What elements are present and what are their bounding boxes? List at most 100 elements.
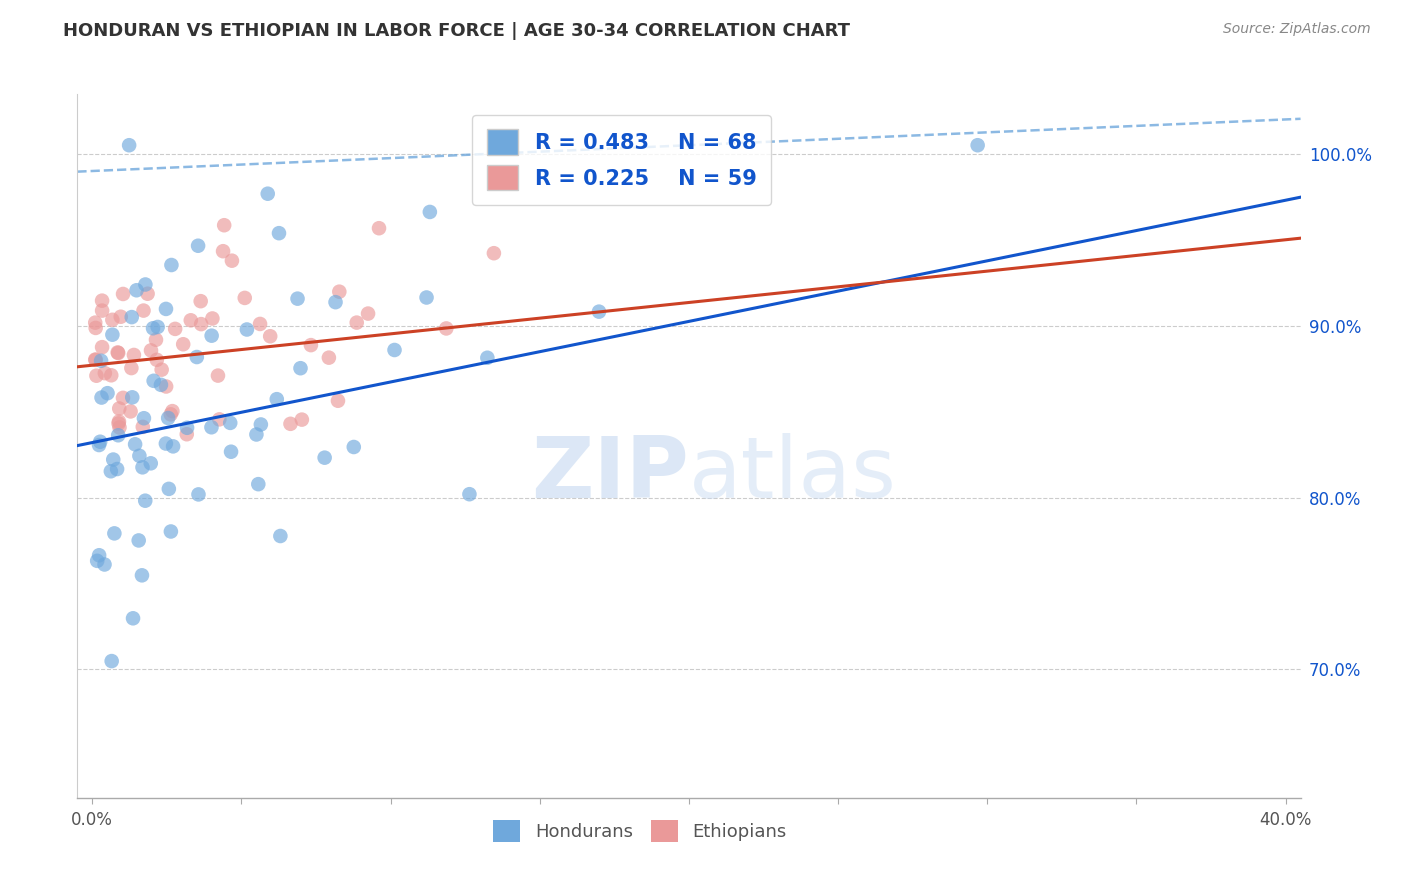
Point [146,352,169,367]
Point [201,311,224,326]
Point [108,415,131,429]
Point [588,304,610,318]
Point [236,322,259,336]
Point [132,411,155,425]
Point [157,411,180,425]
Point [84,316,107,330]
Point [201,328,224,343]
Point [200,420,222,434]
Point [249,317,271,331]
Point [96,386,118,401]
Point [287,292,309,306]
Point [90,391,112,405]
Point [107,428,129,442]
Point [125,283,148,297]
Point [89,548,111,562]
Point [269,529,291,543]
Point [368,221,391,235]
Text: HONDURAN VS ETHIOPIAN IN LABOR FORCE | AGE 30-34 CORRELATION CHART: HONDURAN VS ETHIOPIAN IN LABOR FORCE | A… [63,22,851,40]
Point [131,460,153,475]
Point [190,294,212,309]
Point [91,293,114,308]
Point [86,368,108,383]
Point [142,374,165,388]
Point [187,239,209,253]
Point [357,307,380,321]
Point [146,320,169,334]
Point [233,291,256,305]
Point [477,351,499,365]
Text: ZIP: ZIP [531,433,689,516]
Point [160,258,183,272]
Point [155,436,177,450]
Point [176,427,198,442]
Point [172,337,194,351]
Point [122,348,145,362]
Point [93,558,115,572]
Point [247,477,270,491]
Point [120,404,142,418]
Point [267,226,290,240]
Point [208,412,231,426]
Point [86,554,108,568]
Point [100,464,122,478]
Point [128,533,150,548]
Point [139,343,162,358]
Point [84,352,107,367]
Point [245,427,267,442]
Point [160,524,183,539]
Point [187,487,209,501]
Point [250,417,273,432]
Point [176,421,198,435]
Point [91,303,114,318]
Point [142,321,165,335]
Point [108,420,131,434]
Point [280,417,302,431]
Point [186,350,208,364]
Point [145,333,167,347]
Point [207,368,229,383]
Point [110,310,132,324]
Point [150,362,173,376]
Point [121,390,143,404]
Point [107,346,129,360]
Point [180,313,202,327]
Point [155,379,177,393]
Point [111,391,134,405]
Point [100,654,122,668]
Legend: Hondurans, Ethiopians: Hondurans, Ethiopians [486,813,794,849]
Point [266,392,288,407]
Point [90,353,112,368]
Point [434,321,457,335]
Point [132,420,155,434]
Point [94,366,117,380]
Point [118,138,141,153]
Point [419,205,441,219]
Point [325,295,347,310]
Text: atlas: atlas [689,433,897,516]
Point [107,345,129,359]
Point [299,338,322,352]
Point [103,452,125,467]
Point [120,361,142,376]
Point [290,361,312,376]
Point [122,611,145,625]
Point [91,340,114,354]
Point [84,352,107,367]
Point [136,286,159,301]
Point [84,321,107,335]
Point [108,401,131,416]
Point [219,416,242,430]
Point [139,456,162,470]
Text: Source: ZipAtlas.com: Source: ZipAtlas.com [1223,22,1371,37]
Point [101,313,124,327]
Point [101,327,124,342]
Point [134,493,156,508]
Point [107,417,129,431]
Point [87,438,110,452]
Point [157,482,180,496]
Point [132,303,155,318]
Point [128,449,150,463]
Point [966,138,988,153]
Point [221,253,243,268]
